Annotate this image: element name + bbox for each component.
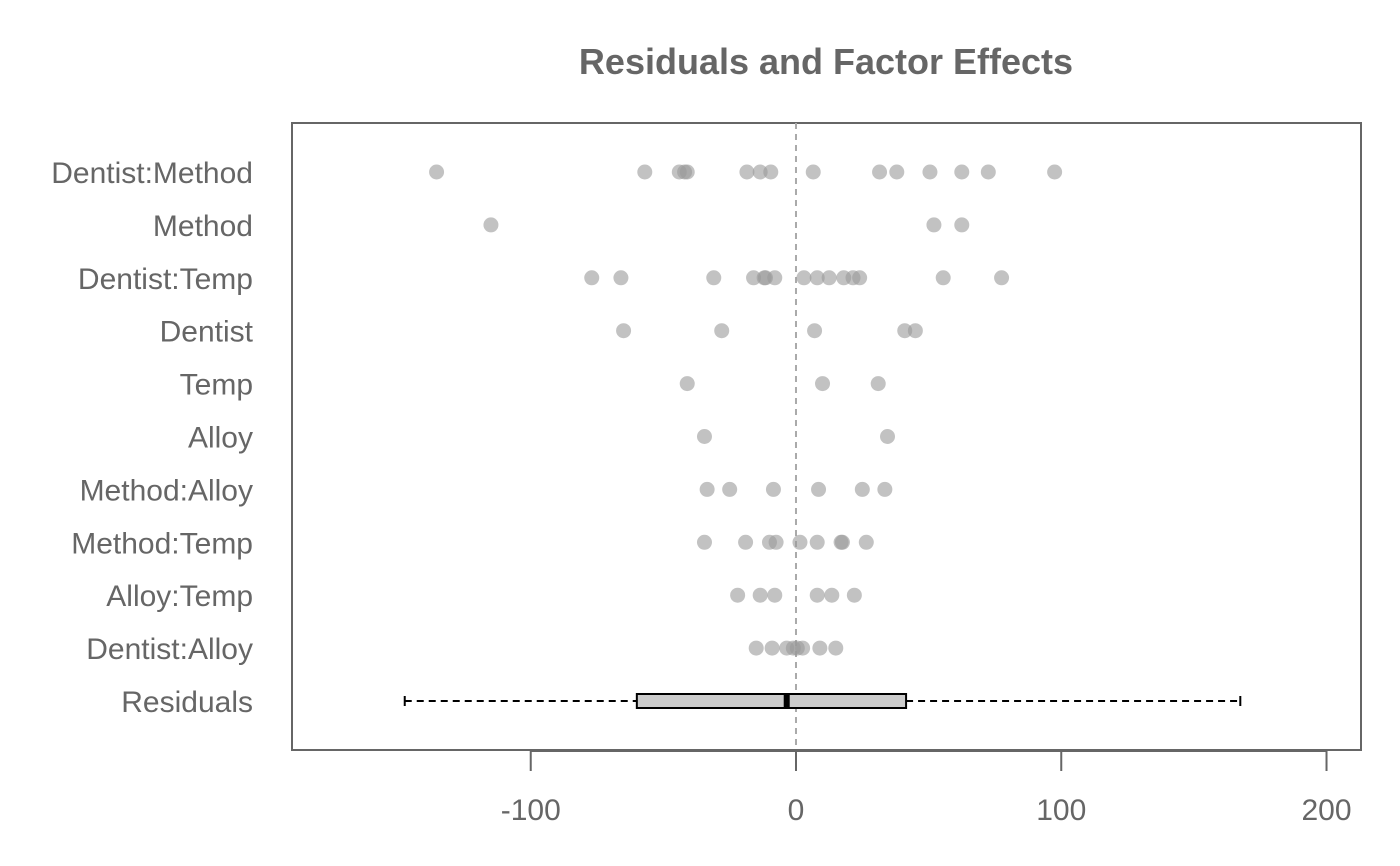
effect-point — [706, 270, 722, 286]
effect-point — [852, 270, 868, 286]
category-label: Method:Alloy — [80, 474, 253, 507]
effect-point — [807, 323, 823, 339]
effect-point — [846, 587, 862, 603]
effect-point — [815, 376, 831, 392]
effect-point — [889, 164, 905, 180]
category-label: Alloy:Temp — [106, 580, 253, 613]
effect-point — [616, 323, 632, 339]
iqr-box — [635, 693, 908, 709]
effect-point — [696, 534, 712, 550]
effect-point — [792, 534, 808, 550]
effect-point — [746, 270, 762, 286]
x-tick-label: 100 — [1036, 794, 1086, 827]
effect-point — [483, 217, 499, 233]
effect-point — [821, 270, 837, 286]
effect-point — [738, 534, 754, 550]
category-label: Dentist — [160, 316, 254, 349]
effect-point — [870, 376, 886, 392]
effect-point — [828, 640, 844, 656]
category-label: Dentist:Temp — [78, 263, 253, 296]
effect-point — [954, 164, 970, 180]
category-labels: Dentist:Method Method Dentist:Temp Dentist T… — [51, 157, 253, 719]
effect-point — [752, 164, 768, 180]
effect-point — [872, 164, 888, 180]
category-label: Alloy — [188, 422, 253, 455]
category-label: Residuals — [121, 686, 253, 719]
effect-point — [765, 481, 781, 497]
effect-point — [1047, 164, 1063, 180]
effect-point — [980, 164, 996, 180]
effect-point — [767, 587, 783, 603]
x-tick-label: 200 — [1301, 794, 1351, 827]
effect-point — [809, 270, 825, 286]
effect-point — [809, 587, 825, 603]
effect-point — [877, 481, 893, 497]
effect-point — [854, 481, 870, 497]
effect-point — [907, 323, 923, 339]
effect-point — [809, 534, 825, 550]
effect-point — [935, 270, 951, 286]
effect-point — [584, 270, 600, 286]
effect-point — [714, 323, 730, 339]
effect-point — [812, 640, 828, 656]
effect-point — [768, 534, 784, 550]
effect-point — [897, 323, 913, 339]
effect-point — [767, 270, 783, 286]
category-label: Dentist:Method — [51, 157, 253, 190]
x-tick-label: 0 — [788, 794, 805, 827]
effect-point — [613, 270, 629, 286]
effect-point — [739, 164, 755, 180]
effect-point — [796, 270, 812, 286]
category-label: Method — [153, 210, 253, 243]
effect-point — [811, 481, 827, 497]
effect-point — [834, 534, 850, 550]
plot-frame — [291, 122, 1362, 751]
effect-point — [763, 164, 779, 180]
effect-point — [429, 164, 445, 180]
effect-point — [994, 270, 1010, 286]
effect-point — [880, 429, 896, 444]
effect-point — [679, 164, 695, 180]
x-tick-label: -100 — [501, 794, 561, 827]
effect-points — [429, 164, 1063, 656]
effect-point — [795, 640, 811, 656]
effect-point — [679, 376, 695, 392]
x-axis: -100 0 100 200 — [501, 750, 1352, 827]
effect-point — [699, 481, 715, 497]
effect-point — [637, 164, 653, 180]
residuals-boxplot — [403, 693, 1242, 709]
effect-point — [696, 429, 712, 444]
effect-point — [926, 217, 942, 233]
chart-title: Residuals and Factor Effects — [579, 41, 1073, 82]
effect-point — [858, 534, 874, 550]
effect-point — [730, 587, 746, 603]
category-label: Temp — [180, 369, 253, 402]
category-label: Method:Temp — [71, 527, 253, 560]
effect-point — [824, 587, 840, 603]
category-label: Dentist:Alloy — [86, 633, 253, 666]
effect-point — [752, 587, 768, 603]
effect-point — [805, 164, 821, 180]
effect-point — [764, 640, 780, 656]
effect-point — [722, 481, 738, 497]
effect-point — [748, 640, 764, 656]
effect-point — [922, 164, 938, 180]
effect-point — [954, 217, 970, 233]
